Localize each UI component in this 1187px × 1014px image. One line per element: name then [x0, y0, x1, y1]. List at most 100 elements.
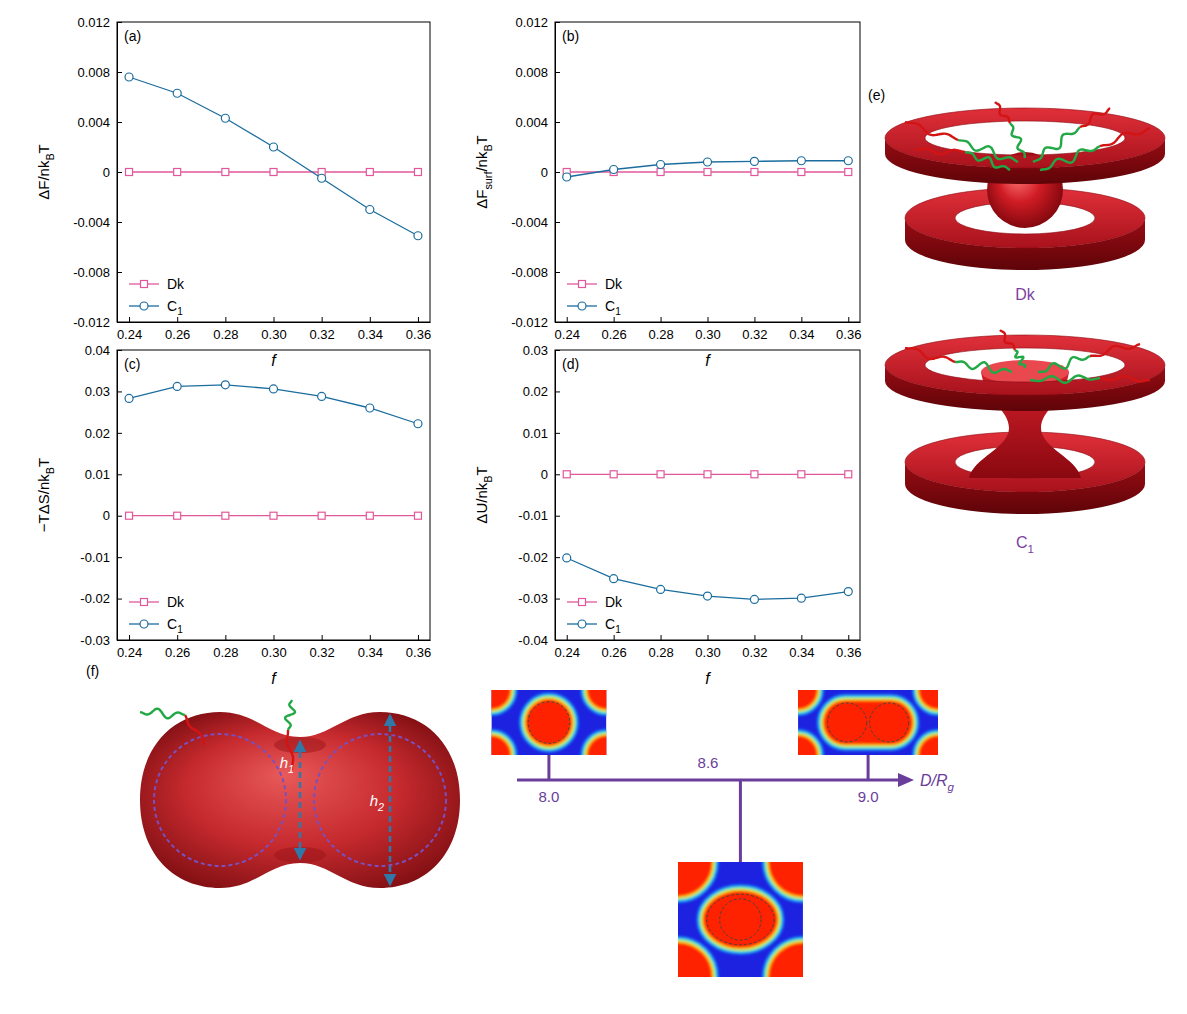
data-point	[126, 169, 133, 176]
x-tick-mark	[418, 635, 419, 640]
y-tick: 0	[541, 467, 560, 482]
y-tick: -0.03	[518, 591, 560, 606]
x-tick-label: 0.26	[165, 645, 190, 660]
plot-frame	[117, 22, 430, 322]
corner-blob	[678, 862, 713, 897]
y-tick: 0.008	[77, 65, 122, 80]
x-tick-label: 0.26	[165, 327, 190, 342]
x-tick: 0.36	[406, 317, 431, 342]
y-tick: 0.008	[515, 65, 560, 80]
chain-red	[185, 715, 205, 745]
data-point	[270, 385, 278, 393]
chains	[905, 102, 1150, 170]
y-tick-label: 0.01	[85, 467, 110, 482]
panel-label: (f)	[86, 663, 99, 679]
x-tick-mark	[801, 317, 802, 322]
panel-label: (b)	[562, 28, 579, 44]
y-tick-label: -0.004	[73, 215, 110, 230]
y-tick-mark	[117, 391, 122, 392]
y-tick-mark	[555, 322, 560, 323]
x-axis-line	[118, 322, 431, 323]
text-part: h	[280, 754, 288, 771]
data-point	[844, 588, 852, 596]
x-tick: 0.26	[165, 635, 190, 660]
x-tick-mark	[567, 317, 568, 322]
y-tick-label: 0.008	[77, 65, 110, 80]
density-blob	[526, 699, 573, 746]
data-point	[221, 114, 229, 122]
corner-blob	[919, 736, 939, 756]
corner-blob	[798, 736, 817, 756]
corner-blob	[587, 690, 606, 710]
corner-blob	[768, 862, 802, 897]
data-point	[318, 174, 326, 182]
corner-blob	[491, 690, 510, 710]
text-part: C	[605, 616, 615, 632]
x-tick-mark	[614, 317, 615, 322]
y-tick-mark	[555, 433, 560, 434]
x-tick-label: 0.26	[601, 327, 626, 342]
y-tick-label: -0.04	[518, 633, 548, 648]
density-blob	[823, 700, 913, 744]
data-point	[563, 173, 571, 181]
y-tick: -0.01	[80, 550, 122, 565]
text-part: B	[44, 153, 56, 160]
y-tick-mark	[117, 322, 122, 323]
y-tick-label: 0.03	[85, 384, 110, 399]
x-tick: 0.34	[358, 317, 383, 342]
y-tick: 0.02	[85, 426, 122, 441]
x-tick-label: 0.24	[555, 645, 580, 660]
density-blob	[526, 699, 573, 746]
corner-blob	[768, 862, 802, 897]
x-tick: 0.30	[695, 317, 720, 342]
torus	[140, 712, 460, 888]
text-part: 1	[288, 763, 294, 775]
chain-red	[905, 348, 955, 362]
x-tick: 0.36	[836, 635, 861, 660]
x-tick: 0.36	[406, 635, 431, 660]
text-part: surf	[482, 171, 494, 190]
data-point	[414, 512, 421, 519]
y-tick-label: 0.004	[515, 115, 548, 130]
data-point	[797, 157, 805, 165]
x-tick-label: 0.28	[648, 645, 673, 660]
panel-label: (c)	[124, 356, 140, 372]
x-tick: 0.24	[555, 635, 580, 660]
data-point	[798, 471, 805, 478]
y-tick: -0.01	[518, 508, 560, 523]
x-tick: 0.28	[648, 635, 673, 660]
corner-blob	[768, 943, 802, 978]
y-tick-mark	[555, 599, 560, 600]
y-tick-label: -0.03	[518, 591, 548, 606]
x-tick: 0.32	[309, 317, 334, 342]
y-tick: 0.004	[515, 115, 560, 130]
x-tick-label: 0.30	[261, 645, 286, 660]
text-part: 2	[377, 801, 384, 813]
text-part: f	[271, 670, 277, 687]
y-tick: -0.012	[511, 315, 560, 330]
data-point	[610, 575, 618, 583]
dashed-outline	[707, 894, 775, 945]
y-tick: 0.03	[85, 384, 122, 399]
x-tick-label: 0.24	[117, 327, 142, 342]
corner-blob	[768, 943, 802, 978]
corner-blob	[798, 736, 817, 756]
x-tick-label: 0.28	[648, 327, 673, 342]
y-axis: -0.04-0.03-0.02-0.0100.010.020.03	[518, 343, 560, 648]
y-tick: 0.012	[515, 15, 560, 30]
series-line	[129, 385, 418, 424]
text-part: C	[167, 616, 177, 632]
y-tick-mark	[555, 391, 560, 392]
data-point	[318, 392, 326, 400]
dashed-outline	[828, 703, 867, 742]
text-part: T	[35, 144, 52, 153]
x-tick: 0.34	[789, 635, 814, 660]
y-tick: 0.02	[523, 384, 560, 399]
legend-item: C1	[129, 616, 183, 635]
corner-blob	[919, 690, 939, 710]
text-part: T	[473, 466, 490, 475]
y-tick-mark	[117, 433, 122, 434]
chain-green	[1015, 350, 1025, 368]
x-tick: 0.36	[836, 317, 861, 342]
data-point	[126, 512, 133, 519]
